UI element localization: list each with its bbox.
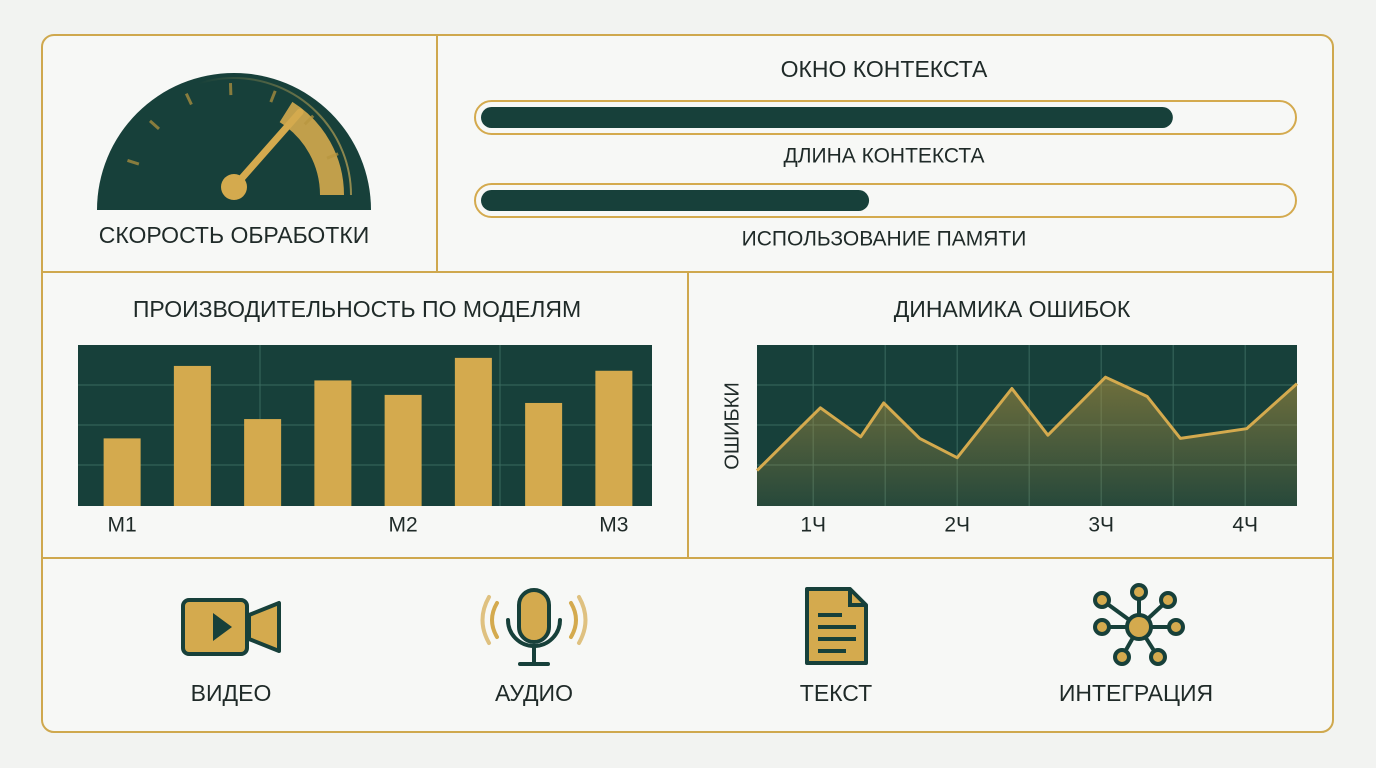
x-tick-label: 2Ч bbox=[944, 514, 970, 537]
gauge-dial bbox=[97, 73, 371, 210]
gauge-label: СКОРОСТЬ ОБРАБОТКИ bbox=[99, 222, 370, 248]
bar bbox=[244, 419, 282, 506]
text-icon bbox=[805, 587, 868, 665]
x-tick-label: M1 bbox=[108, 514, 137, 537]
x-tick-label: 3Ч bbox=[1088, 514, 1114, 537]
modality-label: АУДИО bbox=[495, 680, 573, 706]
bar bbox=[103, 438, 141, 506]
gauge-tick bbox=[184, 93, 193, 106]
audio-icon bbox=[480, 588, 588, 666]
bar bbox=[454, 357, 492, 506]
gauge-tick bbox=[269, 90, 277, 103]
modality-label: ВИДЕО bbox=[191, 680, 272, 706]
video-icon bbox=[181, 598, 281, 656]
gauge-arc bbox=[116, 77, 352, 196]
context-title: ОКНО КОНТЕКСТА bbox=[781, 56, 988, 82]
area bbox=[757, 377, 1297, 506]
gauge-needle bbox=[230, 108, 304, 191]
progress-fill bbox=[481, 107, 1173, 128]
x-tick-label: M3 bbox=[599, 514, 628, 537]
gauge-tick bbox=[148, 119, 160, 130]
integration-icon bbox=[1093, 583, 1185, 666]
gauge-hub bbox=[221, 174, 247, 200]
x-tick-label: M2 bbox=[389, 514, 418, 537]
bar bbox=[384, 394, 422, 506]
progress-label: ИСПОЛЬЗОВАНИЕ ПАМЯТИ bbox=[742, 228, 1027, 251]
gauge-tick bbox=[326, 152, 339, 160]
chart-title: ПРОИЗВОДИТЕЛЬНОСТЬ ПО МОДЕЛЯМ bbox=[133, 296, 581, 322]
x-tick-label: 4Ч bbox=[1232, 514, 1258, 537]
gauge-tick bbox=[303, 114, 315, 126]
bar bbox=[595, 370, 633, 506]
gauge-tick bbox=[127, 158, 140, 166]
line bbox=[755, 375, 1299, 472]
y-axis-label: ОШИБКИ bbox=[721, 382, 743, 469]
progress-label: ДЛИНА КОНТЕКСТА bbox=[783, 145, 984, 168]
bar bbox=[525, 402, 563, 506]
chart-title: ДИНАМИКА ОШИБОК bbox=[894, 296, 1131, 322]
progress-fill bbox=[481, 190, 870, 211]
bar bbox=[173, 365, 211, 506]
x-tick-label: 1Ч bbox=[800, 514, 826, 537]
bar bbox=[314, 380, 352, 506]
modality-label: ИНТЕГРАЦИЯ bbox=[1059, 680, 1213, 706]
modality-label: ТЕКСТ bbox=[800, 680, 872, 706]
